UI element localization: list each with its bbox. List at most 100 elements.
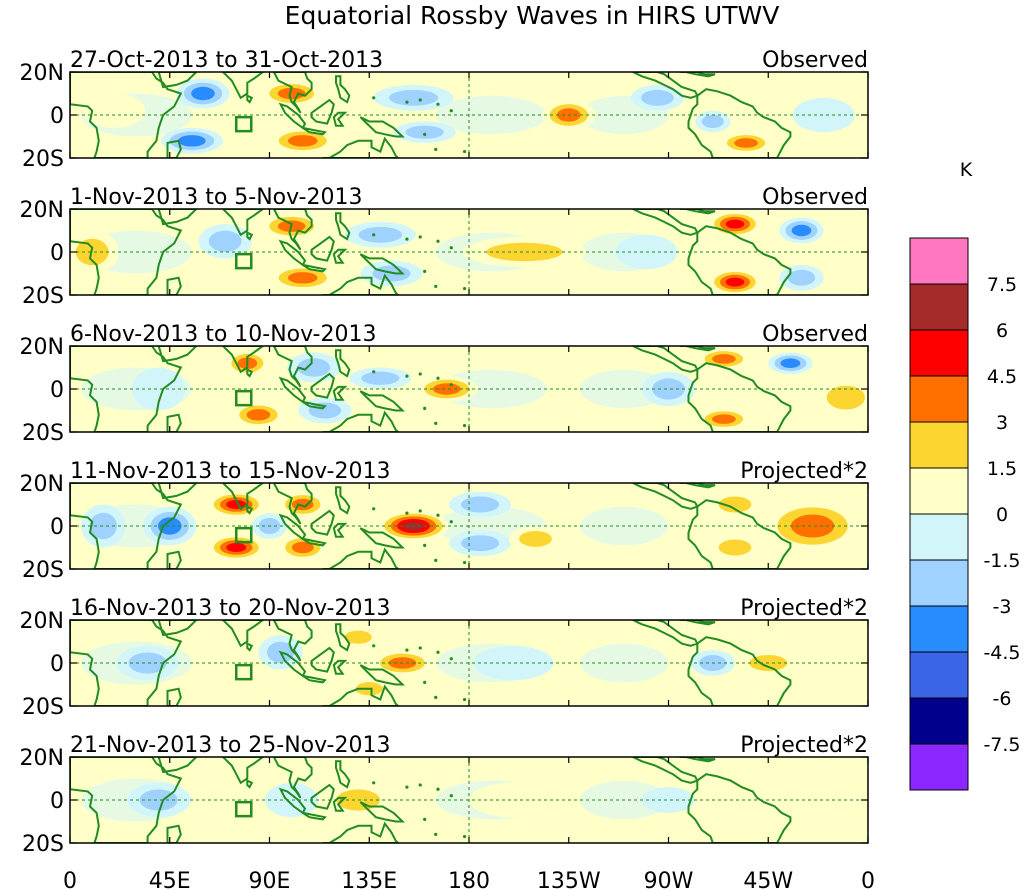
sumatra-outline <box>278 787 307 815</box>
index-box-outline <box>235 800 253 818</box>
anomaly-contour <box>226 543 247 552</box>
island-dot <box>462 697 467 702</box>
panel-date-range: 21-Nov-2013 to 25-Nov-2013 <box>70 733 390 758</box>
africa-outline <box>70 757 183 843</box>
colorbar-level-label: -1.5 <box>983 550 1020 572</box>
panel-status: Observed <box>762 185 868 210</box>
index-box-outline <box>235 526 253 544</box>
panels: 20N 0 20S 27-Oct-2013 to 31-Oct-2013 Observe… <box>20 48 869 857</box>
anomaly-contour <box>405 125 444 139</box>
island-dot <box>405 648 409 652</box>
africa-outline <box>70 209 183 295</box>
south-america-outline <box>687 225 792 295</box>
island-dot <box>449 246 453 250</box>
panel-date-range: 11-Nov-2013 to 15-Nov-2013 <box>70 459 390 484</box>
new-guinea-outline <box>359 253 405 275</box>
africa-outline <box>70 72 183 158</box>
island-dot <box>372 507 376 511</box>
india-outline <box>221 483 265 511</box>
island-dot <box>423 406 427 410</box>
sri-lanka-outline <box>246 231 254 241</box>
anomaly-contour <box>718 496 752 513</box>
arabia-outline <box>157 757 198 774</box>
island-dot <box>449 520 453 524</box>
central-america-outline <box>632 620 699 647</box>
anomaly-contour <box>460 535 500 552</box>
island-dot <box>462 560 467 565</box>
madagascar-outline <box>166 550 182 569</box>
sumatra-outline <box>278 376 307 404</box>
island-dot <box>462 834 467 839</box>
south-america-outline <box>687 636 792 706</box>
island-dot <box>418 783 422 787</box>
central-america-outline <box>632 346 699 373</box>
anomaly-contour <box>226 500 247 509</box>
y-tick-label: 20N <box>20 198 64 223</box>
new-guinea-outline <box>359 116 405 138</box>
africa-outline <box>70 620 183 706</box>
central-america-outline <box>632 757 699 784</box>
colorbar-swatch <box>909 559 969 607</box>
island-dot <box>423 132 427 136</box>
colorbar-level-label: 7.5 <box>987 274 1017 296</box>
anomaly-contour <box>344 630 372 644</box>
island-dot <box>372 644 376 648</box>
anomaly-contour <box>287 135 318 147</box>
x-tick-label: 90W <box>644 869 694 890</box>
australia-outline <box>322 410 400 432</box>
anomaly-contour <box>734 138 758 148</box>
sumatra-outline <box>278 513 307 541</box>
java-outline <box>302 811 327 821</box>
colorbar-level-label: -6 <box>993 688 1012 710</box>
sulawesi-outline <box>332 796 348 812</box>
java-outline <box>302 537 327 547</box>
anomaly-contour <box>712 414 736 424</box>
island-dot <box>372 233 376 237</box>
sri-lanka-outline <box>246 778 254 789</box>
sulawesi-outline <box>332 248 348 264</box>
island-dot <box>434 558 438 563</box>
island-dot <box>405 374 409 378</box>
island-dot <box>436 650 440 654</box>
anomaly-contour <box>701 114 724 129</box>
colorbar-swatch <box>909 697 969 745</box>
colorbar-swatch <box>909 237 969 285</box>
philippines-outline <box>335 212 351 241</box>
island-dot <box>462 286 467 291</box>
colorbar-level-label: 3 <box>996 412 1008 434</box>
index-box-outline <box>235 115 253 133</box>
colorbar-level-label: 6 <box>996 320 1008 342</box>
south-america-outline <box>687 362 792 432</box>
anomaly-contour <box>358 226 403 243</box>
y-tick-label: 20S <box>22 558 64 583</box>
anomaly-contour <box>287 272 318 284</box>
island-dot <box>434 421 438 425</box>
panel-status: Observed <box>762 322 868 347</box>
sumatra-outline <box>278 239 307 267</box>
y-tick-label: 0 <box>50 104 64 129</box>
borneo-outline <box>310 235 335 262</box>
colorbar-swatch <box>909 605 969 653</box>
y-tick-label: 0 <box>50 378 64 403</box>
anomaly-contour <box>725 219 745 229</box>
java-outline <box>302 400 327 410</box>
borneo-outline <box>310 646 335 673</box>
panel-status: Projected*2 <box>740 733 868 758</box>
x-axis: 0 45E 90E 135E 180 135W 90W 45W 0 <box>63 869 875 890</box>
south-america-outline <box>687 499 792 569</box>
island-dot <box>405 785 409 789</box>
philippines-outline <box>335 486 351 515</box>
sri-lanka-outline <box>246 94 254 104</box>
sulawesi-outline <box>332 111 348 127</box>
colorbar-swatch <box>909 467 969 515</box>
anomaly-contour <box>128 652 167 674</box>
new-guinea-outline <box>359 527 405 549</box>
panel-status: Projected*2 <box>740 596 868 621</box>
index-box-outline <box>235 252 253 270</box>
panel-status: Observed <box>762 48 868 73</box>
new-guinea-outline <box>359 390 405 412</box>
coastlines <box>70 483 792 569</box>
index-box-outline <box>235 389 253 407</box>
anomaly-contour <box>721 95 802 122</box>
new-guinea-outline <box>359 801 405 823</box>
